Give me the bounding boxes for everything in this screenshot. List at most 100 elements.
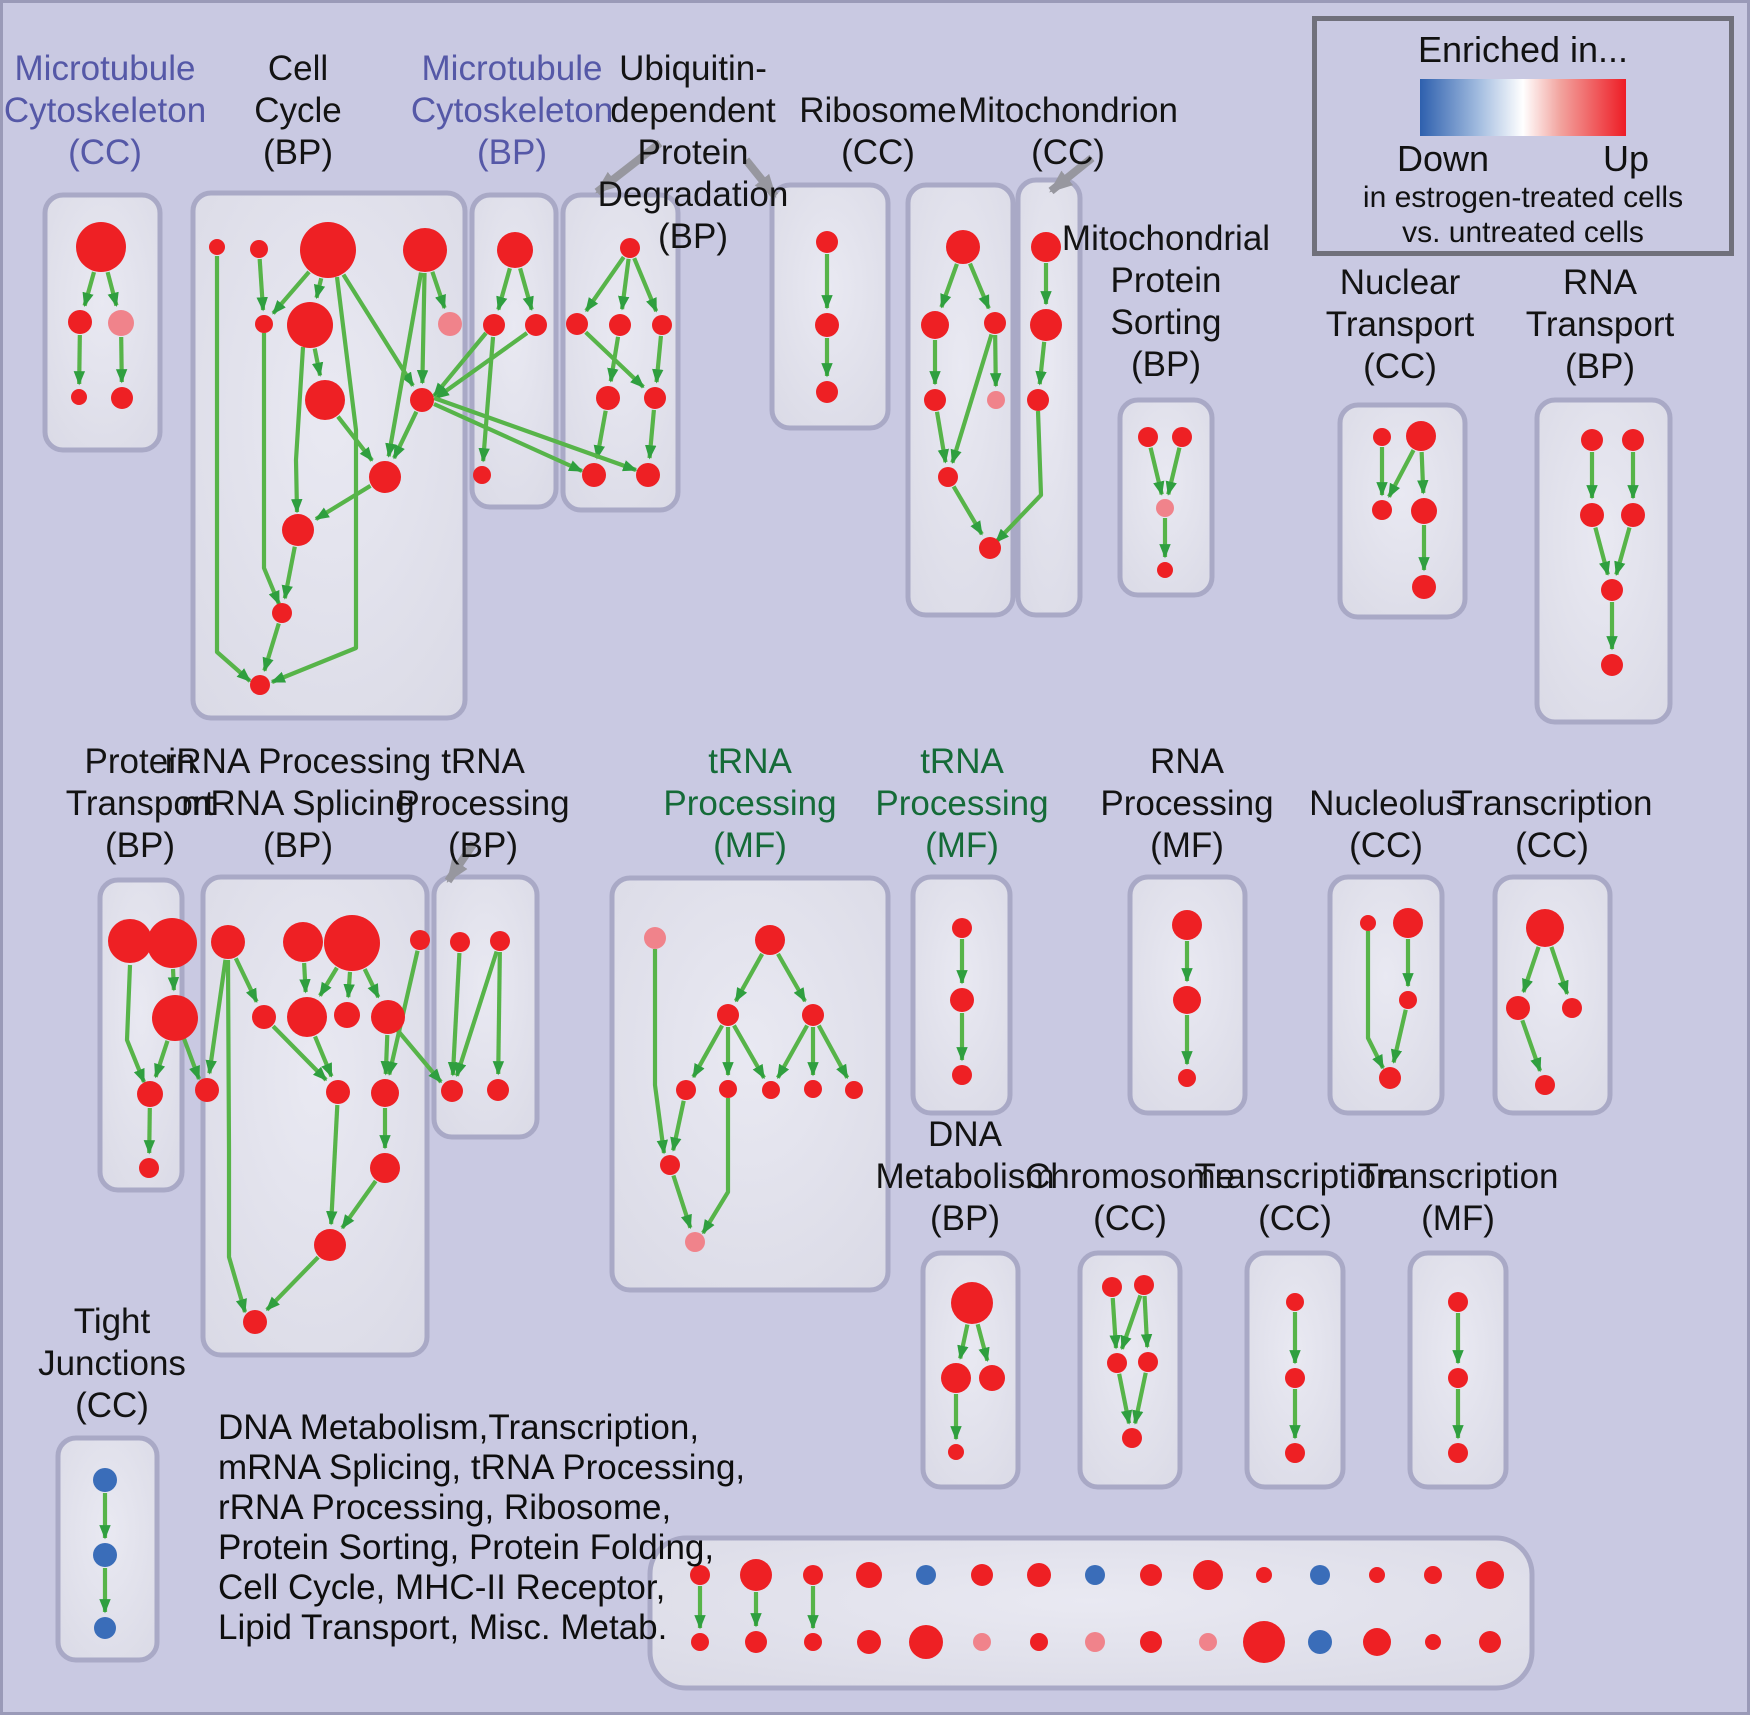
cluster-label-trna-processing-bp: (BP) [448,826,518,865]
go-term-node-red [68,310,92,334]
edge-arrow-transcription-cc-1 [1520,1019,1543,1073]
edge-path-rrna-processing-mrna-splicing-bp [225,959,248,1314]
edge-arrow-cell-cycle-bp [271,270,311,315]
cross-cluster-edge [181,1035,201,1081]
go-term-node-blue [93,1543,117,1567]
go-term-node-red [909,1625,943,1659]
edge-arrow-rrna-processing-mrna-splicing-bp [205,959,228,1075]
go-term-node-red [816,381,838,403]
go-term-node-red [1243,1621,1285,1663]
edge-arrow-nuclear-transport-cc [1387,449,1416,498]
go-term-node-blue [1308,1630,1332,1654]
edge-arrow-ribosome-cc [968,262,991,310]
go-term-node-blue [1085,1565,1105,1585]
go-term-node-red [209,239,225,255]
go-term-node-red [139,1158,159,1178]
cluster-label-nucleolus-cc: Nucleolus [1309,784,1463,823]
go-term-node-red [921,311,949,339]
edge-arrow-microtubule-cytoskeleton-cc [115,336,128,384]
edge-path-trna-processing-mf-1 [652,949,668,1155]
edge-arrow-rrna-processing-mrna-splicing-bp [265,1255,320,1312]
edge-arrow-trna-processing-mf-1 [732,1024,766,1080]
legend-subtitle-1: in estrogen-treated cells [1362,181,1684,214]
go-term-node-red [857,1630,881,1654]
cluster-box-dna-metabolism-bp [920,1250,1021,1490]
go-term-node-red [1373,428,1391,446]
edge-arrow-nuclear-transport-cc [1417,451,1429,495]
edge-arrow-mitochondrion-cc [1035,341,1047,386]
go-term-node-red [1448,1292,1468,1312]
edge-arrow-trna-processing-mf-1 [776,1024,809,1080]
edge-path-cell-cycle-bp [291,346,306,514]
cluster-label-microtubule-cytoskeleton-bp: (BP) [477,133,547,172]
go-term-node-red [596,386,620,410]
go-term-node-red [1479,1631,1501,1653]
cluster-label-trna-processing-bp: Processing [396,784,569,823]
cluster-label-cell-cycle-bp: (BP) [263,133,333,172]
go-term-node-red [152,995,198,1041]
go-term-node-blue [1310,1565,1330,1585]
edge-arrow-microtubule-cytoskeleton-bp [496,267,512,311]
edge-arrow-mitochondrial-protein-sorting-bp [1165,447,1182,496]
cluster-label-tight-junctions-cc: Junctions [38,1344,186,1383]
go-term-node-red [566,313,588,335]
go-term-node-blue [916,1565,936,1585]
edge-arrow-rrna-processing-mrna-splicing-bp [340,1179,378,1230]
go-term-node-red [984,312,1006,334]
go-term-node-red [250,240,268,258]
cluster-box-transcription-cc-1 [1492,874,1613,1116]
cluster-box-ribosome-cc [905,182,1016,618]
cluster-label-trna-processing-mf-1: (MF) [713,826,787,865]
cluster-label-chromosome-cc: (CC) [1093,1199,1167,1238]
label-pointer-arrow [742,157,779,199]
go-term-node-red [1601,579,1623,601]
edge-arrow-transcription-cc-1 [1549,946,1570,996]
edge-arrow-rrna-processing-mrna-splicing-bp [380,1034,392,1076]
go-term-node-red [1399,991,1417,1009]
go-term-node-red [1372,500,1392,520]
go-term-node-red [272,603,292,623]
cluster-label-transcription-mf: Transcription [1358,1157,1559,1196]
go-term-node-pink [685,1232,705,1252]
cluster-label-microtubule-cytoskeleton-cc: Microtubule [15,49,196,88]
go-term-node-red [441,1080,463,1102]
edge-arrow-ribosome-cc [939,263,959,309]
go-term-node-red [1138,1352,1158,1372]
edge-arrow-ribosome-cc [950,333,994,465]
go-term-node-red [195,1078,219,1102]
cluster-label-trna-processing-mf-2: tRNA [920,742,1004,781]
edge-arrow-mitochondrial-protein-sorting-bp [1148,447,1165,496]
go-term-node-red [250,675,270,695]
edge-arrow-chromosome-cc [1117,1373,1133,1425]
cluster-label-ubiquitin-degradation-bp-1: Ubiquitin- [619,49,767,88]
go-term-node-red [950,988,974,1012]
edge-arrow-rrna-processing-mrna-splicing-bp [326,1104,340,1226]
legend-title: Enriched in... [1417,29,1629,70]
cluster-label-microtubule-cytoskeleton-cc: (CC) [68,133,142,172]
edge-arrow-trna-processing-bp [492,951,505,1076]
go-term-node-red [1369,1567,1385,1583]
go-term-node-red [369,461,401,493]
edge-arrow-cell-cycle-bp [256,258,268,312]
cluster-label-mitochondrial-protein-sorting-bp: Mitochondrial [1062,219,1270,258]
cluster-label-dna-metabolism-bp: DNA [928,1115,1003,1154]
edge-arrow-transcription-cc-1 [1521,946,1541,994]
cluster-label-tight-junctions-cc: (CC) [75,1386,149,1425]
edge-arrow-microtubule-cytoskeleton-bp [518,267,534,311]
cluster-label-nucleolus-cc: (CC) [1349,826,1423,865]
misc-text-line: rRNA Processing, Ribosome, [218,1488,672,1527]
edge-arrow-cell-cycle-bp [392,410,419,460]
go-term-node-red [410,930,430,950]
go-term-node-red [745,1631,767,1653]
go-term-node-red [1526,909,1564,947]
go-term-node-red [952,918,972,938]
edge-arrow-ubiquitin-degradation-bp-1 [584,255,626,313]
edge-arrow-ubiquitin-degradation-bp-1 [607,336,621,383]
cluster-box-chromosome-cc [1077,1250,1183,1490]
go-term-node-red [1621,503,1645,527]
edge-arrow-trna-processing-bp [454,950,499,1078]
cluster-box-microtubule-cytoskeleton-cc [42,192,163,453]
go-term-node-red [1412,575,1436,599]
cluster-label-transcription-cc-1: Transcription [1452,784,1653,823]
cluster-label-nuclear-transport-cc: Nuclear [1340,263,1461,302]
